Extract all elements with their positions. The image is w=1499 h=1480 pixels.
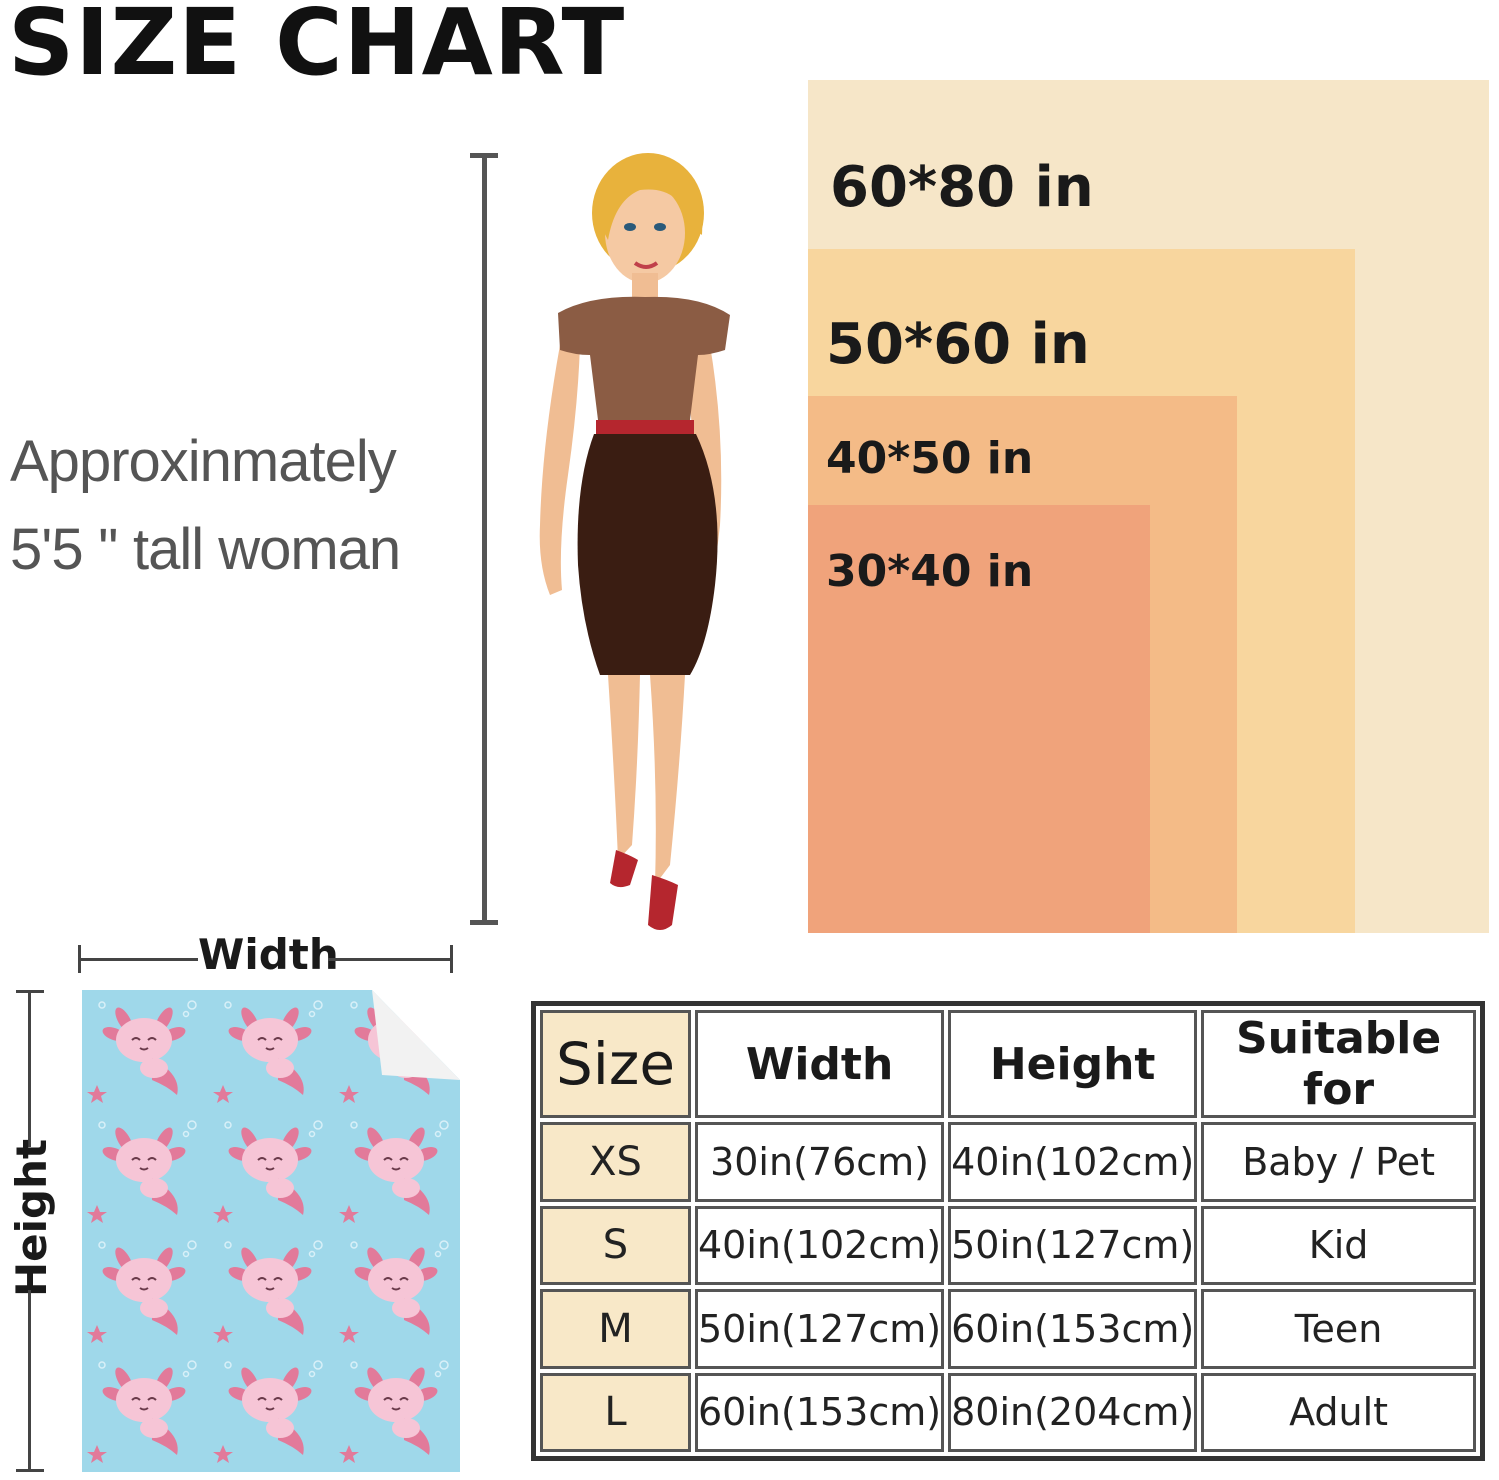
model-height-note: Approxinmately 5'5 '' tall woman: [10, 418, 420, 594]
woman-figure-illustration: [539, 153, 730, 930]
size-label-60x80: 60*80 in: [830, 155, 1094, 220]
blanket-height-ruler: Height: [7, 990, 56, 1472]
table-header-row: Size Width Height Suitable for: [540, 1010, 1476, 1118]
row-height: 60in(153cm): [948, 1289, 1198, 1369]
table-row: S 40in(102cm) 50in(127cm) Kid: [540, 1205, 1476, 1285]
model-note-line2: 5'5 '' tall woman: [10, 517, 401, 582]
row-suitable: Teen: [1201, 1289, 1476, 1369]
table-row: L 60in(153cm) 80in(204cm) Adult: [540, 1372, 1476, 1452]
row-suitable: Baby / Pet: [1201, 1122, 1476, 1202]
size-label-30x40: 30*40 in: [826, 546, 1034, 597]
size-rect-30x40: [808, 505, 1150, 933]
size-label-40x50: 40*50 in: [826, 433, 1034, 484]
row-size: M: [540, 1289, 691, 1369]
height-ruler: [470, 153, 498, 925]
size-label-50x60: 50*60 in: [826, 312, 1090, 377]
row-width: 60in(153cm): [695, 1372, 945, 1452]
header-size: Size: [540, 1010, 691, 1118]
row-width: 50in(127cm): [695, 1289, 945, 1369]
table-row: M 50in(127cm) 60in(153cm) Teen: [540, 1289, 1476, 1369]
table-row: XS 30in(76cm) 40in(102cm) Baby / Pet: [540, 1122, 1476, 1202]
height-label: Height: [7, 1138, 56, 1297]
row-height: 50in(127cm): [948, 1205, 1198, 1285]
model-note-line1: Approxinmately: [10, 429, 397, 494]
width-ruler: Width: [78, 930, 456, 980]
row-size: XS: [540, 1122, 691, 1202]
row-height: 80in(204cm): [948, 1372, 1198, 1452]
blanket-pattern-image: [82, 990, 460, 1472]
row-size: S: [540, 1205, 691, 1285]
row-suitable: Kid: [1201, 1205, 1476, 1285]
row-size: L: [540, 1372, 691, 1452]
row-width: 30in(76cm): [695, 1122, 945, 1202]
row-width: 40in(102cm): [695, 1205, 945, 1285]
header-height: Height: [948, 1010, 1198, 1118]
header-width: Width: [695, 1010, 945, 1118]
page-title: SIZE CHART: [8, 0, 626, 96]
row-suitable: Adult: [1201, 1372, 1476, 1452]
width-label: Width: [198, 930, 339, 979]
size-table: Size Width Height Suitable for XS 30in(7…: [531, 1001, 1485, 1461]
row-height: 40in(102cm): [948, 1122, 1198, 1202]
header-suitable-for: Suitable for: [1201, 1010, 1476, 1118]
